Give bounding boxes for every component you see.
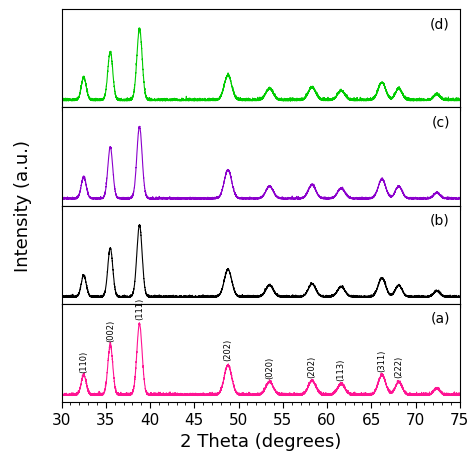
Text: (002): (002) <box>106 320 115 342</box>
Text: Intensity (a.u.): Intensity (a.u.) <box>14 140 32 271</box>
Text: (110): (110) <box>79 351 88 372</box>
Text: (111): (111) <box>135 298 144 320</box>
Text: (a): (a) <box>430 312 450 326</box>
Text: (202): (202) <box>223 339 232 361</box>
Text: (202): (202) <box>308 355 317 377</box>
Text: (020): (020) <box>265 357 274 379</box>
Text: (311): (311) <box>377 349 386 372</box>
Text: (c): (c) <box>431 115 450 129</box>
Text: (113): (113) <box>337 359 346 382</box>
X-axis label: 2 Theta (degrees): 2 Theta (degrees) <box>180 433 341 451</box>
Text: (b): (b) <box>430 213 450 228</box>
Text: (222): (222) <box>394 356 403 377</box>
Text: (d): (d) <box>430 17 450 31</box>
